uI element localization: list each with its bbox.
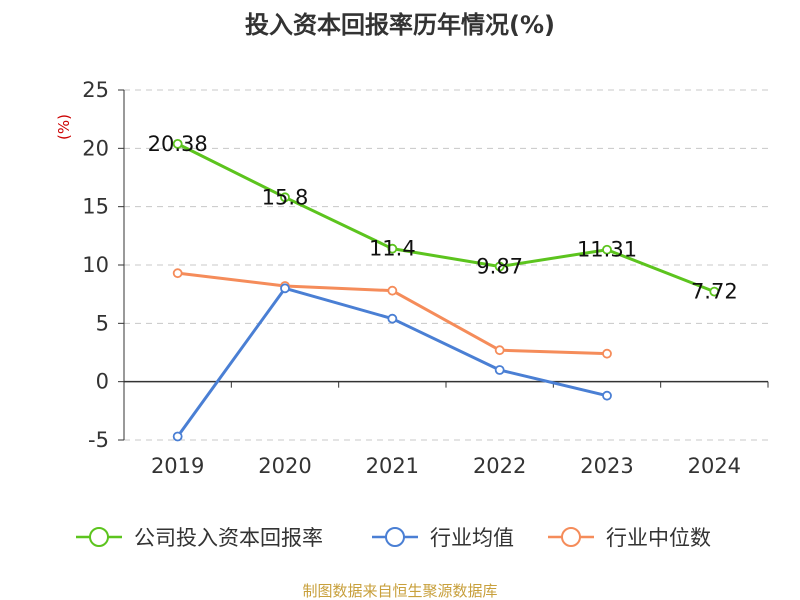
series-2-point-2022	[494, 345, 505, 356]
legend-marker-2	[561, 527, 581, 547]
y-axis-unit: (%)	[55, 114, 73, 140]
data-label-2022: 9.87	[476, 255, 523, 279]
series-2-point-2023	[602, 348, 612, 359]
series-2	[172, 268, 612, 359]
series-2-point-2021	[387, 285, 398, 296]
y-tick-label-20: 20	[82, 136, 109, 160]
x-tick-label-2019: 2019	[151, 454, 204, 478]
y-tick-label-10: 10	[82, 253, 109, 277]
series-0-point-2024	[709, 286, 720, 297]
series-layer	[172, 138, 720, 442]
series-0-point-2023	[602, 244, 612, 255]
series-line-2	[177, 271, 608, 356]
y-tick-label-5: 5	[96, 311, 109, 335]
legend-item-1: 行业均值	[372, 526, 514, 550]
legend-item-0: 公司投入资本回报率	[76, 526, 323, 550]
series-0-point-2020	[280, 192, 290, 203]
series-2-point-2019	[172, 268, 183, 279]
data-label-2019: 20.38	[148, 132, 208, 156]
source-note: 制图数据来自恒生聚源数据库	[302, 582, 497, 600]
series-1	[172, 283, 612, 442]
x-tick-label-2021: 2021	[366, 454, 419, 478]
legend-marker-1	[385, 527, 405, 547]
legend-label-0: 公司投入资本回报率	[134, 526, 323, 550]
legend-item-2: 行业中位数	[548, 526, 711, 550]
data-labels: 20.38 15.8 11.4 9.87 11.31 7.72	[148, 132, 738, 304]
data-label-2024: 7.72	[691, 280, 738, 304]
series-line-0	[176, 142, 715, 293]
x-tick-label-2023: 2023	[580, 454, 633, 478]
legend-marker-0	[89, 527, 109, 547]
series-1-point-2021	[387, 313, 398, 324]
series-0-point-2021	[387, 243, 398, 254]
x-tick-label-2024: 2024	[688, 454, 741, 478]
chart-title: 投入资本回报率历年情况(%)	[245, 11, 555, 39]
data-label-2020: 15.8	[262, 185, 309, 209]
series-1-point-2022	[494, 365, 505, 375]
series-1-point-2020	[280, 283, 290, 294]
series-0-point-2022	[494, 261, 505, 272]
axes: -5 0 5 10 15 20 25 2019 2020 2021 2022 2023 2024	[82, 78, 769, 478]
series-line-1	[176, 286, 608, 438]
x-tick-label-2022: 2022	[473, 454, 526, 478]
y-tick-label--5: -5	[88, 428, 109, 452]
y-tick-label-0: 0	[96, 370, 109, 394]
series-0-point-2019	[172, 138, 183, 149]
legend: 公司投入资本回报率 行业均值 行业中位数	[76, 526, 711, 550]
y-tick-label-15: 15	[82, 195, 109, 219]
series-1-point-2023	[602, 390, 612, 401]
legend-label-1: 行业均值	[430, 526, 514, 550]
series-0	[172, 138, 720, 297]
data-label-2023: 11.31	[577, 238, 637, 262]
x-tick-label-2020: 2020	[258, 454, 311, 478]
y-tick-label-25: 25	[82, 78, 109, 102]
data-label-2021: 11.4	[369, 237, 416, 261]
series-1-point-2019	[172, 431, 183, 442]
legend-label-2: 行业中位数	[606, 526, 711, 550]
